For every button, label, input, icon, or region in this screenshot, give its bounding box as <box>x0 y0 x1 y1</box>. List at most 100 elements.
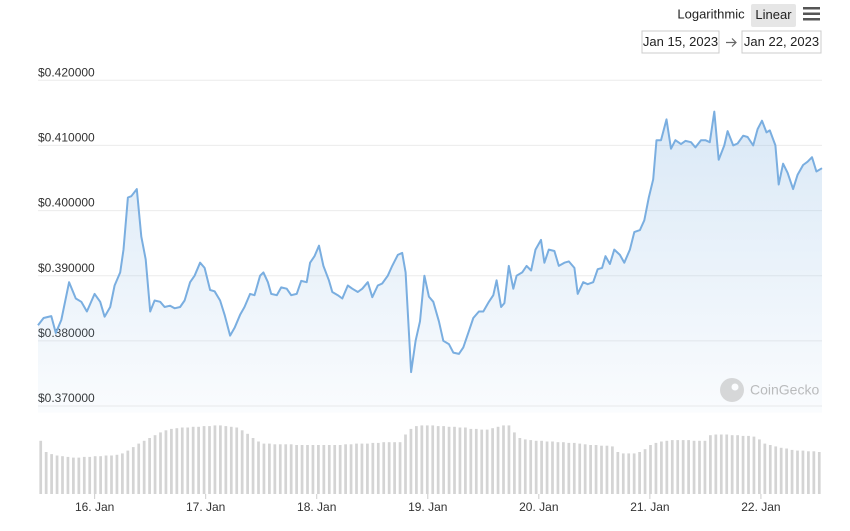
controls: Logarithmic Linear Jan 15, 2023 Jan 22, … <box>641 4 822 54</box>
volume-bar <box>752 436 756 494</box>
volume-bar <box>562 442 565 494</box>
y-tick-label: $0.390000 <box>38 261 95 275</box>
volume-bar <box>491 428 494 494</box>
date-input-box[interactable] <box>741 30 822 54</box>
volume-bar <box>333 445 337 494</box>
volume-bar <box>431 425 435 494</box>
volume-bar <box>202 426 206 494</box>
volume-bar <box>44 452 48 494</box>
volume-bar <box>572 442 576 494</box>
volume-bar <box>142 440 146 494</box>
volume-bar <box>148 438 151 494</box>
volume-bar <box>82 456 86 494</box>
volume-bar <box>393 442 396 494</box>
x-tick-label: 19. Jan <box>408 500 447 514</box>
volume-bar <box>774 446 778 494</box>
volume-bar <box>278 444 282 494</box>
volume-bar <box>785 448 788 494</box>
volume-bar <box>246 433 249 494</box>
volume-bar <box>453 426 456 494</box>
volume-bar <box>654 442 658 494</box>
volume-bar <box>306 445 309 494</box>
volume-bar <box>616 452 620 494</box>
volume-bar <box>93 456 97 494</box>
volume-bar <box>600 445 603 494</box>
volume-bar <box>790 449 794 494</box>
volume-bar <box>725 434 729 494</box>
volume-bar <box>458 427 462 494</box>
volume-bar <box>229 426 233 494</box>
volume-bar <box>257 441 260 494</box>
volume-bar <box>197 426 200 494</box>
volume-bar <box>502 425 505 494</box>
volume-bar <box>327 445 331 494</box>
volume-bar <box>540 440 543 494</box>
volume-bar <box>191 426 195 494</box>
volume-bar <box>289 444 293 494</box>
volume-bar <box>687 440 690 494</box>
volume-bar <box>371 442 375 494</box>
volume-bar <box>300 445 304 494</box>
volume-bar <box>208 426 211 494</box>
volume-bar <box>796 450 799 494</box>
volume-bar <box>66 456 70 494</box>
date-to[interactable]: Jan 22, 2023 <box>744 34 819 49</box>
volume-bar <box>77 457 81 494</box>
date-from[interactable]: Jan 15, 2023 <box>643 34 718 49</box>
volume-bar <box>665 440 669 494</box>
volume-bar <box>632 453 636 494</box>
volume-bar <box>480 429 484 494</box>
volume-bar <box>137 443 141 494</box>
volume-bar <box>621 453 625 494</box>
volume-bar <box>344 444 347 494</box>
price-area <box>38 111 822 413</box>
y-tick-label: $0.420000 <box>38 65 95 79</box>
volume-bar <box>638 452 641 494</box>
volume-bar <box>464 427 467 494</box>
volume-bar <box>698 440 701 494</box>
volume-bar <box>170 428 173 494</box>
volume-bar <box>273 444 277 494</box>
volume-bar <box>164 430 168 494</box>
scale-button[interactable]: Linear <box>755 7 792 22</box>
volume-bar <box>268 443 271 494</box>
volume-bar <box>311 445 315 494</box>
volume-bar <box>529 440 533 494</box>
watermark-text: CoinGecko <box>750 382 819 398</box>
menu-icon[interactable] <box>803 7 820 21</box>
volume-bar <box>670 440 674 494</box>
volume-bar <box>474 428 478 494</box>
volume-bar <box>355 443 358 494</box>
x-tick-label: 22. Jan <box>741 500 780 514</box>
volume-bar <box>447 426 451 494</box>
volume-bar <box>578 443 582 494</box>
date-input-box[interactable] <box>641 30 720 54</box>
volume-bar <box>741 435 745 494</box>
volume-bar <box>153 435 157 494</box>
volume-bar <box>104 455 108 494</box>
volume-bar <box>295 445 298 494</box>
volume-bar <box>376 442 380 494</box>
volume-bar <box>55 455 59 494</box>
volume-bar <box>436 426 440 494</box>
volume-bar <box>496 426 500 494</box>
x-tick-label: 18. Jan <box>297 500 336 514</box>
selected-scale-bg <box>751 4 796 27</box>
volume-bar <box>589 445 592 494</box>
volume-bar <box>551 441 554 494</box>
volume-bar <box>224 426 228 494</box>
volume-bar <box>442 426 445 494</box>
volume-bar <box>507 425 511 494</box>
arrow-icon <box>726 38 737 47</box>
volume-bar <box>88 456 92 494</box>
volume-bar <box>240 430 244 494</box>
volume-bar <box>812 451 816 494</box>
volume-bar <box>643 449 647 494</box>
watermark: CoinGecko <box>720 378 819 402</box>
volume-bar <box>627 453 631 494</box>
scale-button[interactable]: Logarithmic <box>677 6 745 21</box>
volume-bar <box>382 442 386 494</box>
volume-bar <box>768 445 772 494</box>
volume-bar <box>126 450 130 494</box>
